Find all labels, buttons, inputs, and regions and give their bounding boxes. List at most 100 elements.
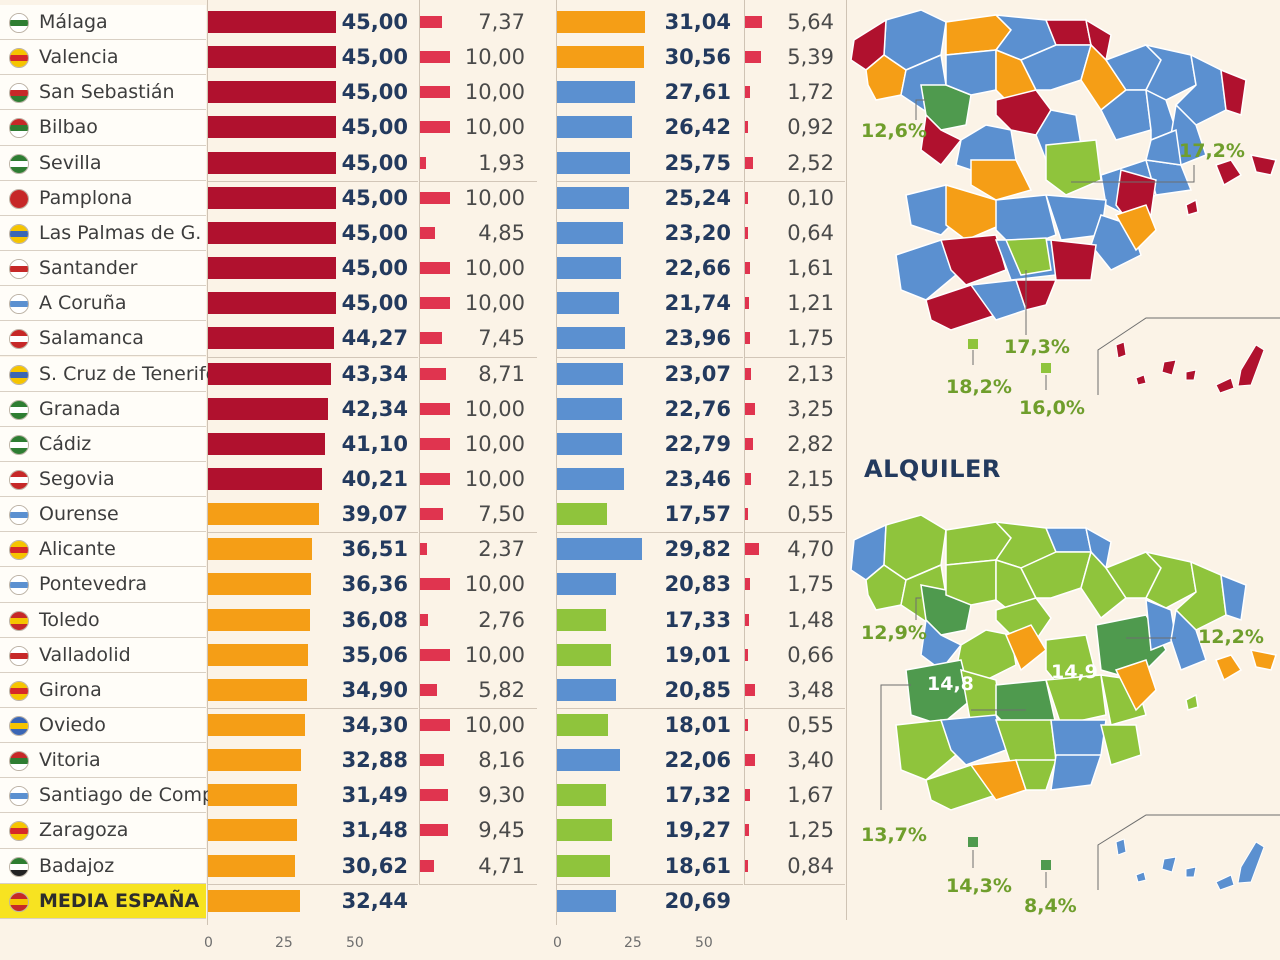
rent-value: 18,61 xyxy=(664,853,731,878)
price-variation-value: 7,37 xyxy=(478,10,525,34)
price-variation-bar xyxy=(420,297,450,310)
canary-island xyxy=(1161,359,1177,376)
column-divider xyxy=(556,0,557,925)
bottom-spain-map xyxy=(850,514,1280,891)
city-name: Valencia xyxy=(39,46,119,69)
price-variation-bar xyxy=(420,16,443,28)
city-flag-icon xyxy=(9,329,29,350)
canary-island xyxy=(1215,377,1235,394)
city-flag-icon xyxy=(9,259,29,280)
city-row xyxy=(0,426,206,462)
price-value: 41,10 xyxy=(341,431,408,456)
city-name: San Sebastián xyxy=(39,81,175,104)
price-bar xyxy=(208,749,302,772)
city-name: Las Palmas de G. C. xyxy=(39,221,227,244)
rent-variation-value: 0,55 xyxy=(787,502,834,527)
rent-variation-bar xyxy=(745,859,748,872)
group-separator xyxy=(208,180,418,182)
rent-bar xyxy=(557,749,620,772)
maps-panel: 12,6% 17,2% 17,3% 18,2% 16,0% ALQUILER xyxy=(846,0,1280,960)
group-separator xyxy=(419,708,537,709)
city-row xyxy=(0,813,206,849)
rent-bar xyxy=(557,819,612,842)
price-value: 40,21 xyxy=(341,466,408,491)
rent-bar xyxy=(557,784,607,807)
column-divider xyxy=(846,0,847,920)
rent-bar xyxy=(557,292,619,315)
rent-variation-value: 1,67 xyxy=(787,783,834,808)
rent-bar xyxy=(557,397,622,420)
price-value: 31,48 xyxy=(341,818,408,843)
rent-variation-bar xyxy=(745,754,756,767)
city-flag-icon xyxy=(9,505,29,526)
map-region xyxy=(1014,759,1058,791)
rent-variation-bar xyxy=(745,297,749,310)
city-row xyxy=(0,532,206,568)
price-bar xyxy=(208,538,312,561)
map-region xyxy=(920,113,963,167)
price-bar xyxy=(208,116,336,139)
price-value: 32,88 xyxy=(341,748,408,773)
map-region xyxy=(1145,128,1182,166)
bottom-map-label-7: 8,4% xyxy=(1024,895,1077,917)
rent-variation-value: 1,48 xyxy=(787,607,834,632)
rent-bar xyxy=(557,116,633,139)
rent-value: 19,27 xyxy=(664,818,731,843)
price-variation-bar xyxy=(420,226,435,239)
spain-flag-icon xyxy=(9,891,29,912)
price-bar xyxy=(208,397,329,420)
city-flag-icon xyxy=(9,540,29,561)
price-variation-bar xyxy=(420,437,450,450)
bottom-map-label-3: 14,8 xyxy=(927,673,974,695)
rent-value: 22,06 xyxy=(664,748,731,773)
rent-bar xyxy=(557,854,610,877)
map-region xyxy=(939,234,1007,286)
leader-line xyxy=(915,99,926,120)
rent-variation-bar xyxy=(745,121,748,134)
rent-variation-value: 3,25 xyxy=(787,396,834,421)
rent-variation-bar xyxy=(745,226,748,239)
price-variation-value: 10,00 xyxy=(464,713,525,737)
city-name: Sevilla xyxy=(39,151,102,174)
canary-island xyxy=(1215,874,1235,891)
rent-value: 22,76 xyxy=(664,396,731,421)
price-bar xyxy=(208,819,298,842)
city-name: Girona xyxy=(39,678,102,701)
rent-variation-value: 5,39 xyxy=(787,45,834,70)
rent-variation-bar xyxy=(745,86,751,99)
rent-bar xyxy=(557,151,631,174)
price-value: 45,00 xyxy=(341,45,408,70)
rent-variation-value: 2,52 xyxy=(787,150,834,175)
axis-tick-label: 25 xyxy=(275,935,293,951)
leader-line xyxy=(1071,165,1195,183)
rent-variation-value: 5,64 xyxy=(787,10,834,34)
rent-bar xyxy=(557,467,624,490)
group-separator xyxy=(557,883,743,885)
map-region xyxy=(1185,198,1199,216)
rent-variation-value: 4,70 xyxy=(787,537,834,562)
price-variation-value: 7,50 xyxy=(478,502,525,527)
price-bar xyxy=(208,186,336,209)
rent-value: 29,82 xyxy=(664,537,731,562)
rent-variation-value: 0,92 xyxy=(787,115,834,140)
city-name: S. Cruz de Tenerife xyxy=(39,362,218,385)
axis-tick-label: 0 xyxy=(553,935,562,951)
inset-frame xyxy=(1097,317,1280,395)
price-variation-bar xyxy=(420,121,450,134)
city-flag-icon xyxy=(9,118,29,139)
city-flag-icon xyxy=(9,364,29,385)
rent-variation-bar xyxy=(745,51,762,64)
rent-variation-value: 3,40 xyxy=(787,748,834,773)
price-variation-bar xyxy=(420,191,450,204)
rent-variation-bar xyxy=(745,824,749,837)
city-name: Vitoria xyxy=(39,749,101,772)
column-divider xyxy=(744,0,745,885)
rent-value: 26,42 xyxy=(664,115,731,140)
city-name: Badajoz xyxy=(39,854,115,877)
city-name: Granada xyxy=(39,397,121,420)
group-separator xyxy=(557,180,743,182)
city-row xyxy=(0,461,206,498)
price-variation-bar xyxy=(420,719,450,731)
city-row xyxy=(0,145,206,181)
axis-tick-label: 50 xyxy=(695,935,713,951)
